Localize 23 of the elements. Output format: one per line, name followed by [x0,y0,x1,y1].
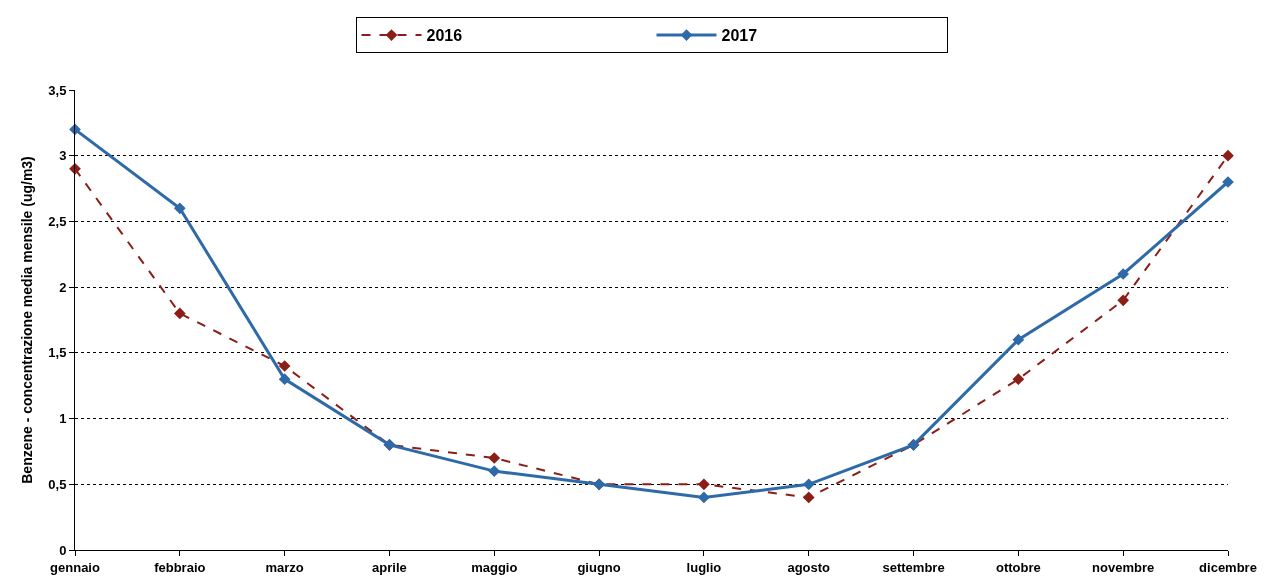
legend-label: 2017 [721,27,758,45]
x-tick-label: marzo [265,559,304,575]
y-tick-label: 2,5 [48,213,67,229]
x-tick-label: agosto [787,559,831,575]
y-tick-label: 3,5 [48,82,67,98]
y-tick-label: 1,5 [48,345,67,361]
x-tick-label: giugno [577,559,621,575]
x-tick-label: settembre [882,559,945,575]
x-tick-label: luglio [686,559,722,575]
x-tick-label: maggio [471,559,518,575]
x-tick-label: aprile [372,559,407,575]
y-tick-label: 0 [59,542,67,558]
y-tick-label: 1 [59,411,67,427]
x-tick-label: dicembre [1199,559,1257,575]
y-axis-title: Benzene - concentrazione media mensile (ug/m3) [18,156,35,484]
y-tick-label: 3 [59,148,67,164]
x-tick-label: febbraio [154,559,206,575]
x-tick-label: novembre [1092,559,1155,575]
legend-label: 2016 [426,27,463,45]
y-tick-label: 2 [59,279,67,295]
x-tick-label: ottobre [995,559,1041,575]
y-tick-label: 0,5 [48,476,67,492]
x-tick-label: gennaio [50,559,100,575]
